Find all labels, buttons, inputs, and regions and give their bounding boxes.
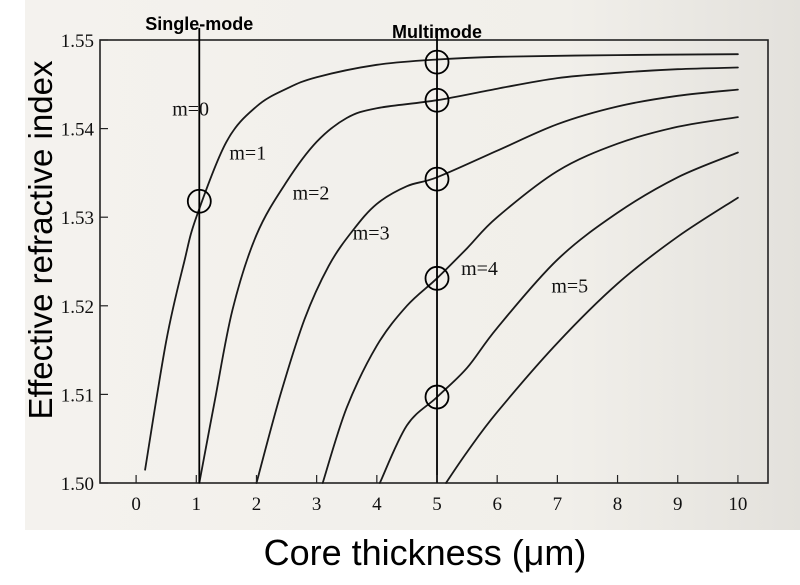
intersection-marker: [424, 166, 450, 192]
x-tick-label: 5: [432, 494, 442, 515]
curve-m-4: [378, 151, 739, 484]
intersection-marker: [186, 188, 212, 214]
y-tick-label: 1.55: [61, 31, 94, 52]
curve-label-m-4: m=4: [461, 258, 498, 280]
curve-m-0: [144, 53, 739, 471]
curve-m-3: [321, 116, 739, 484]
x-tick-label: 7: [553, 494, 563, 515]
intersection-marker: [424, 265, 450, 291]
x-tick-label: 3: [312, 494, 322, 515]
x-tick-label: 6: [492, 494, 502, 515]
curve-m-2: [255, 88, 739, 484]
plot-frame: [99, 39, 769, 484]
y-axis-title: Effective refractive index: [22, 60, 59, 419]
curve-label-m-0: m=0: [172, 98, 209, 120]
x-tick-label: 10: [728, 494, 747, 515]
multimode-label: Multimode: [392, 22, 482, 42]
curve-label-m-5: m=5: [551, 276, 588, 298]
intersection-marker: [424, 87, 450, 113]
x-tick-label: 4: [372, 494, 382, 515]
x-axis-title: Core thickness (μm): [264, 532, 587, 573]
intersection-marker: [424, 384, 450, 410]
x-tick-label: 9: [673, 494, 683, 515]
y-tick-label: 1.53: [61, 208, 94, 229]
y-tick-label: 1.54: [61, 120, 95, 141]
y-tick-label: 1.50: [61, 474, 94, 495]
curve-label-m-3: m=3: [353, 222, 390, 244]
x-tick-label: 0: [131, 494, 141, 515]
x-tick-label: 1: [192, 494, 202, 515]
intersection-marker: [424, 49, 450, 75]
curve-m-5: [445, 196, 739, 484]
curve-label-m-1: m=1: [229, 143, 266, 165]
curve-label-m-2: m=2: [293, 182, 330, 204]
x-tick-label: 8: [613, 494, 623, 515]
y-tick-label: 1.51: [61, 385, 94, 406]
single-mode-label: Single-mode: [145, 14, 253, 34]
curve-m-1: [198, 66, 739, 484]
y-tick-label: 1.52: [61, 297, 94, 318]
x-tick-label: 2: [252, 494, 262, 515]
scanned-page-background: [25, 0, 800, 530]
